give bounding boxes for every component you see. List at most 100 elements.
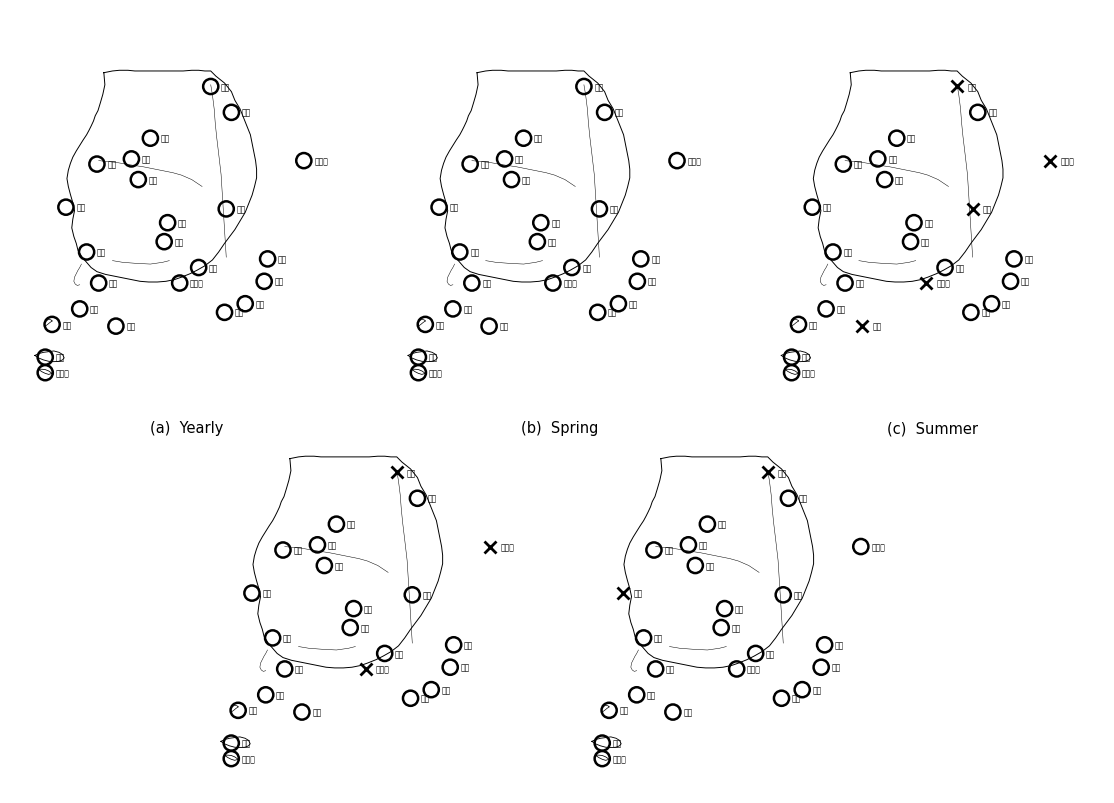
Text: 주영경: 주영경	[564, 279, 577, 288]
Text: (b)  Spring: (b) Spring	[521, 421, 598, 436]
Text: 포항: 포항	[278, 255, 287, 264]
Text: 강릉: 강릉	[428, 494, 437, 503]
Text: 수원: 수원	[521, 176, 531, 185]
Text: 시안: 시안	[633, 589, 643, 598]
Text: 군산: 군산	[654, 634, 663, 642]
Text: 전주: 전주	[856, 279, 864, 288]
Text: 광주: 광주	[647, 691, 656, 699]
Text: 주영경: 주영경	[747, 665, 761, 674]
Text: 서울: 서울	[888, 155, 898, 164]
Text: 청주: 청주	[551, 219, 560, 228]
Text: (a)  Yearly: (a) Yearly	[150, 421, 223, 436]
Text: 시안: 시안	[76, 203, 86, 213]
Text: 시안: 시안	[822, 203, 832, 213]
Text: 서울: 서울	[515, 155, 525, 164]
Text: 인청: 인청	[107, 161, 117, 169]
Text: 울릉도: 울릉도	[314, 157, 328, 166]
Text: 대전: 대전	[175, 238, 184, 247]
Text: 안동: 안동	[422, 590, 432, 600]
Text: 춥천: 춥천	[160, 135, 170, 144]
Text: 서울: 서울	[141, 155, 152, 164]
Text: 광주: 광주	[463, 305, 472, 314]
Text: 주영경: 주영경	[377, 665, 390, 674]
Text: 춥천: 춥천	[907, 135, 917, 144]
Text: 동구: 동구	[981, 308, 990, 317]
Text: 안동: 안동	[609, 205, 619, 214]
Text: 서울: 서울	[328, 540, 338, 549]
Text: 인청: 인청	[293, 546, 303, 555]
Text: 목포: 목포	[619, 706, 628, 715]
Text: 서귀포: 서귀포	[56, 369, 69, 377]
Text: 부산: 부산	[441, 685, 451, 695]
Text: 인청: 인청	[853, 161, 863, 169]
Text: 포항: 포항	[465, 641, 473, 650]
Text: 군산: 군산	[843, 248, 852, 257]
Text: 부산: 부산	[1001, 300, 1012, 309]
Text: 속초: 속초	[778, 468, 788, 477]
Text: 전주: 전주	[295, 665, 304, 674]
Text: 서귀포: 서귀포	[429, 369, 442, 377]
Text: 인청: 인청	[480, 161, 490, 169]
Text: 강릉: 강릉	[615, 108, 624, 118]
Text: 대구: 대구	[766, 649, 775, 658]
Text: (c)  Summer: (c) Summer	[888, 421, 978, 436]
Text: 춥천: 춥천	[534, 135, 544, 144]
Text: 동구: 동구	[608, 308, 617, 317]
Text: 부산: 부산	[812, 685, 822, 695]
Text: 포항: 포항	[1025, 255, 1034, 264]
Text: 수원: 수원	[895, 176, 905, 185]
Text: 속초: 속초	[967, 83, 977, 92]
Text: 청주: 청주	[735, 605, 744, 613]
Text: 동구: 동구	[792, 694, 801, 703]
Text: 군산: 군산	[470, 248, 479, 257]
Text: 대구: 대구	[583, 263, 592, 273]
Text: 여수: 여수	[312, 707, 322, 716]
Text: 서귀포: 서귀포	[242, 754, 255, 763]
Text: 속초: 속초	[221, 83, 231, 92]
Text: 춥천: 춥천	[717, 520, 727, 529]
Text: 전주: 전주	[666, 665, 675, 674]
Text: 포항: 포항	[652, 255, 661, 264]
Text: 청주: 청주	[364, 605, 373, 613]
Text: 안동: 안동	[983, 205, 993, 214]
Text: 울산: 울산	[1020, 278, 1030, 287]
Text: 대전: 대전	[361, 623, 370, 632]
Text: 수원: 수원	[148, 176, 158, 185]
Text: 동구: 동구	[235, 308, 244, 317]
Text: 서귀포: 서귀포	[613, 754, 626, 763]
Text: 울릉도: 울릉도	[687, 157, 701, 166]
Text: 서귀포: 서귀포	[802, 369, 815, 377]
Text: 안동: 안동	[236, 205, 246, 214]
Text: 전주: 전주	[482, 279, 491, 288]
Text: 제주: 제주	[802, 353, 811, 362]
Text: 울산: 울산	[274, 278, 284, 287]
Text: 주영경: 주영경	[190, 279, 204, 288]
Text: 춥천: 춥천	[346, 520, 356, 529]
Text: 속초: 속초	[407, 468, 417, 477]
Text: 제주: 제주	[56, 353, 65, 362]
Text: 수원: 수원	[334, 561, 344, 570]
Text: 목포: 목포	[436, 320, 444, 329]
Text: 대구: 대구	[956, 263, 965, 273]
Text: 울산: 울산	[647, 278, 657, 287]
Text: 제주: 제주	[242, 739, 251, 748]
Text: 서울: 서울	[698, 540, 709, 549]
Text: 여수: 여수	[126, 322, 136, 331]
Text: 전주: 전주	[109, 279, 118, 288]
Text: 군산: 군산	[283, 634, 292, 642]
Text: 안동: 안동	[793, 590, 803, 600]
Text: 포항: 포항	[836, 641, 844, 650]
Text: 청주: 청주	[925, 219, 934, 228]
Text: 청주: 청주	[178, 219, 187, 228]
Text: 목포: 목포	[62, 320, 71, 329]
Text: 대전: 대전	[732, 623, 741, 632]
Text: 울릉도: 울릉도	[500, 542, 514, 552]
Text: 울산: 울산	[460, 663, 470, 672]
Text: 군산: 군산	[97, 248, 106, 257]
Text: 부산: 부산	[628, 300, 638, 309]
Text: 대구: 대구	[395, 649, 404, 658]
Text: 여수: 여수	[872, 322, 882, 331]
Text: 강릉: 강릉	[988, 108, 997, 118]
Text: 인청: 인청	[664, 546, 674, 555]
Text: 여수: 여수	[683, 707, 693, 716]
